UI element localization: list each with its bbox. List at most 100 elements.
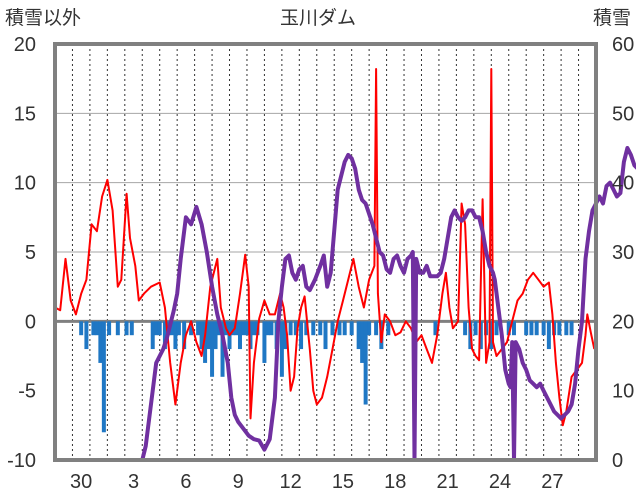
plot-frame: [53, 42, 598, 462]
right-tick-label: 20: [612, 311, 634, 333]
precipitation-bar: [529, 321, 534, 336]
left-tick-label: -5: [18, 381, 36, 403]
precipitation-bar: [98, 321, 103, 363]
temperature-line: [54, 68, 596, 427]
precipitation-bar: [129, 321, 134, 336]
right-axis-title: 積雪: [593, 7, 631, 29]
precipitation-bar: [342, 321, 347, 336]
precipitation-bar: [213, 321, 218, 350]
x-tick-label: 3: [128, 471, 139, 493]
x-tick-label: 30: [70, 471, 92, 493]
left-axis-title: 積雪以外: [5, 7, 81, 29]
precipitation-bar: [244, 321, 249, 336]
precipitation-bar: [494, 321, 499, 336]
precipitation-bar: [248, 321, 253, 350]
precipitation-bar: [269, 321, 274, 336]
left-tick-label: 0: [25, 311, 36, 333]
precipitation-bar: [349, 321, 354, 336]
precipitation-bar: [478, 321, 483, 350]
left-tick-label: 10: [14, 173, 36, 195]
right-tick-label: 40: [612, 173, 634, 195]
right-tick-label: 60: [612, 34, 634, 56]
precipitation-bar: [262, 321, 267, 363]
x-tick-label: 9: [233, 471, 244, 493]
precipitation-bar: [79, 321, 84, 336]
precipitation-bar: [210, 321, 215, 377]
precipitation-bar: [330, 321, 335, 336]
x-tick-label: 12: [279, 471, 301, 493]
precipitation-bar: [363, 321, 368, 405]
precipitation-bar: [386, 321, 391, 336]
precipitation-bar: [569, 321, 574, 336]
right-tick-label: 50: [612, 103, 634, 125]
precipitation-bar: [473, 321, 478, 336]
snow-depth-line: [55, 146, 636, 462]
series-lines: [54, 68, 636, 462]
precipitation-bar: [199, 321, 204, 350]
precipitation-bar: [84, 321, 89, 350]
precipitation-bar: [196, 321, 201, 336]
precipitation-bar: [506, 321, 511, 336]
chart-title: 玉川ダム: [280, 7, 356, 29]
precipitation-bar: [91, 321, 96, 336]
left-tick-label: 20: [14, 34, 36, 56]
precipitation-bar: [237, 321, 242, 350]
precipitation-bar: [311, 321, 316, 336]
precipitation-bar: [360, 321, 365, 363]
precipitation-bar: [534, 321, 539, 336]
x-tick-label: 21: [437, 471, 459, 493]
precipitation-bar: [169, 321, 174, 336]
left-tick-label: 15: [14, 103, 36, 125]
precipitation-bar: [323, 321, 328, 350]
left-tick-label: 5: [25, 242, 36, 264]
precipitation-bar: [234, 321, 239, 336]
precipitation-bar: [367, 321, 372, 336]
precipitation-bar: [288, 321, 293, 336]
precipitation-bar: [564, 321, 569, 336]
precipitation-bar: [265, 321, 270, 336]
precipitation-bar: [176, 321, 181, 336]
precipitation-bar: [433, 321, 438, 336]
precipitation-bar: [157, 321, 162, 336]
precipitation-bar: [162, 321, 167, 350]
precipitation-bar: [251, 321, 256, 336]
precipitation-bar: [241, 321, 246, 336]
precipitation-bar: [279, 321, 284, 377]
precipitation-bar: [524, 321, 529, 336]
precipitation-bar: [374, 321, 379, 336]
x-tick-label: 24: [489, 471, 511, 493]
precipitation-bar: [557, 321, 562, 336]
x-tick-label: 6: [180, 471, 191, 493]
precipitation-bar: [154, 321, 159, 336]
precipitation-bar: [283, 321, 288, 350]
precipitation-bar: [94, 321, 99, 336]
precipitation-bar: [107, 321, 112, 336]
precipitation-bar: [511, 321, 516, 336]
precipitation-bar: [546, 321, 551, 350]
precipitation-bar: [203, 321, 208, 363]
precipitation-bar: [318, 321, 323, 336]
x-tick-label: 18: [384, 471, 406, 493]
right-tick-label: 30: [612, 242, 634, 264]
precipitation-bar: [541, 321, 546, 336]
right-tick-label: 0: [612, 450, 623, 472]
precipitation-bar: [489, 321, 494, 350]
precipitation-bar: [182, 321, 187, 350]
precipitation-bar: [356, 321, 361, 350]
precipitation-bar: [189, 321, 194, 336]
x-tick-label: 27: [541, 471, 563, 493]
precipitation-bar: [124, 321, 129, 336]
precipitation-bar: [293, 321, 298, 336]
precipitation-bar: [304, 321, 309, 336]
precipitation-bar: [299, 321, 304, 350]
precipitation-bar: [173, 321, 178, 350]
precipitation-bar: [231, 321, 236, 336]
precipitation-bar: [115, 321, 120, 336]
precipitation-bar: [101, 321, 106, 433]
precipitation-bar: [150, 321, 155, 350]
left-tick-label: -10: [7, 450, 36, 472]
precipitation-bar: [337, 321, 342, 336]
precipitation-bar: [463, 321, 468, 336]
